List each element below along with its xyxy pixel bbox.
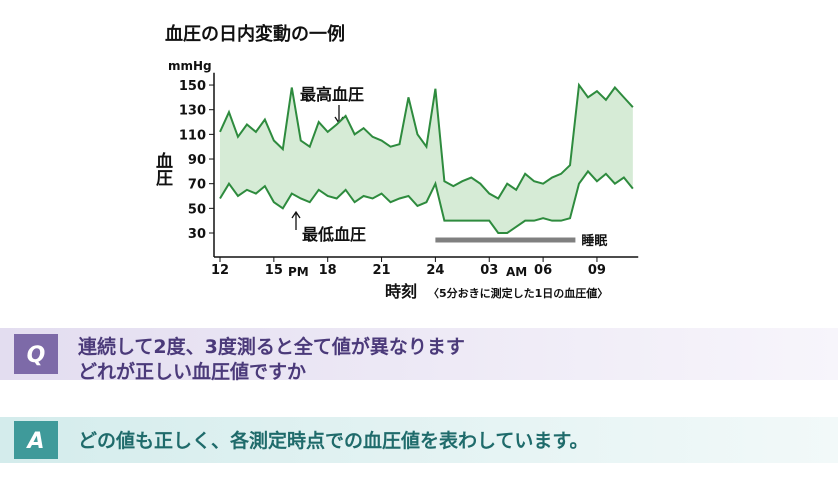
x-tick-label: 12	[211, 263, 229, 278]
series-line	[219, 82, 634, 200]
a-mark: A	[25, 429, 44, 454]
sleep-label: 睡眠	[581, 233, 607, 249]
answer: どの値も正しく、各測定時点での血圧値を表わしています。	[78, 429, 589, 452]
x-note: 〈5分おきに測定した1日の血圧値〉	[428, 286, 608, 300]
y-tick-label: 50	[188, 202, 206, 217]
question: 連続して2度、3度測ると全て値が異なります	[78, 335, 465, 358]
x-tick-label: 15	[265, 263, 283, 278]
x-tick-label: 24	[426, 263, 444, 278]
x-tick-label: 03	[480, 263, 498, 278]
y-unit: mmHg	[168, 59, 212, 73]
x-label: 時刻	[385, 282, 417, 301]
y-tick-label: 130	[179, 104, 206, 119]
y-tick-label: 150	[179, 79, 206, 94]
question: どれが正しい血圧値ですか	[78, 360, 306, 383]
arrow	[291, 210, 301, 230]
y-tick-label: 70	[188, 178, 206, 193]
a-band	[0, 417, 838, 463]
series-label: 最高血圧	[300, 85, 364, 104]
am-label: AM	[506, 265, 527, 279]
y-tick-label: 110	[179, 128, 206, 143]
pm-label: PM	[288, 265, 309, 279]
series-line	[219, 169, 634, 234]
x-tick-label: 09	[588, 263, 606, 278]
chart-title: 血圧の日内変動の一例	[165, 23, 345, 45]
band-area	[220, 85, 633, 233]
q-band	[0, 328, 838, 380]
x-tick-label: 18	[319, 263, 337, 278]
y-tick-label: 30	[188, 227, 206, 242]
x-tick-label: 06	[534, 263, 552, 278]
q-box	[14, 334, 58, 374]
a-box	[14, 421, 58, 459]
y-tick-label: 90	[188, 153, 206, 168]
x-tick-label: 21	[373, 263, 391, 278]
series-label: 最低血圧	[302, 225, 366, 244]
q-mark: Q	[27, 343, 46, 368]
y-label-1: 血圧	[152, 151, 173, 187]
